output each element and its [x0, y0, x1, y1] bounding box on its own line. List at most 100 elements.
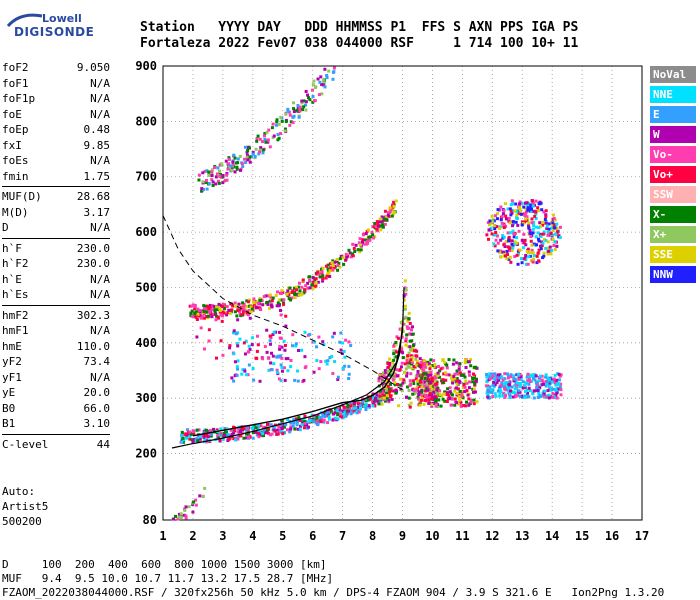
echo-point [539, 247, 543, 251]
echo-point [542, 237, 546, 241]
echo-point [406, 364, 410, 368]
param-key: hmE [2, 339, 22, 353]
echo-point [547, 232, 551, 236]
echo-point [415, 360, 419, 364]
echo-point [216, 434, 220, 438]
echo-point [310, 88, 314, 92]
echo-point [419, 363, 423, 367]
echo-point [237, 302, 241, 306]
echo-point [240, 162, 244, 166]
echo-point [368, 238, 372, 242]
echo-point [201, 316, 205, 320]
echo-point [196, 312, 200, 316]
echo-point [518, 385, 522, 389]
echo-point [317, 367, 321, 371]
echo-point [225, 178, 229, 182]
echo-point [555, 378, 559, 382]
echo-point [308, 332, 312, 336]
param-key: h`F2 [2, 257, 29, 270]
echo-point [248, 316, 252, 320]
echo-point [495, 234, 499, 238]
echo-point [338, 265, 342, 269]
echo-point [532, 209, 536, 213]
echo-point [419, 398, 423, 402]
echo-point [457, 365, 461, 369]
echo-point [221, 174, 225, 178]
echo-point [186, 428, 190, 432]
echo-point [540, 243, 544, 247]
echo-point [326, 263, 330, 267]
echo-point [378, 374, 382, 378]
echo-point [455, 401, 459, 405]
echo-point [250, 426, 254, 430]
echo-point [554, 393, 558, 397]
echo-point [215, 305, 219, 309]
echo-point [392, 344, 396, 348]
echo-point [203, 169, 207, 173]
echo-point [341, 367, 345, 371]
echo-point [507, 247, 511, 251]
echo-point [499, 205, 503, 209]
echo-point [234, 161, 238, 165]
param-row: fxI 9.85 [2, 138, 110, 154]
echo-point [245, 429, 249, 433]
echo-point [557, 378, 561, 382]
echo-point [336, 412, 340, 416]
echo-point [302, 105, 306, 109]
echo-point [265, 130, 269, 134]
echo-point [408, 360, 412, 364]
echo-point [522, 232, 526, 236]
echo-point [463, 385, 467, 389]
echo-point [384, 370, 388, 374]
echo-point [217, 169, 221, 173]
echo-point [269, 423, 273, 427]
echo-point [524, 217, 528, 221]
echo-point [423, 384, 427, 388]
echo-point [246, 149, 250, 153]
echo-point [341, 341, 345, 345]
echo-point [388, 357, 392, 361]
echo-point [553, 240, 557, 244]
echo-point [197, 178, 201, 182]
echo-point [504, 214, 508, 218]
echo-point [188, 437, 192, 441]
autoscaling-info: Auto: Artist5 500200 [2, 484, 48, 529]
echo-point [455, 382, 459, 386]
echo-point [499, 383, 503, 387]
echo-point [304, 100, 308, 104]
echo-point [502, 208, 506, 212]
echo-point [471, 387, 475, 391]
echo-point [455, 386, 459, 390]
echo-point [271, 296, 275, 300]
echo-point [490, 232, 494, 236]
echo-point [326, 271, 330, 275]
param-row: hmF2 302.3 [2, 308, 110, 324]
echo-point [279, 308, 283, 312]
echo-point [245, 155, 249, 159]
echo-point [343, 364, 347, 368]
echo-point [293, 295, 297, 299]
echo-point [531, 376, 535, 380]
echo-point [226, 311, 230, 315]
echo-point [501, 234, 505, 238]
echo-point [496, 241, 500, 245]
echo-point [347, 376, 351, 380]
echo-point [266, 294, 270, 298]
echo-point [518, 382, 522, 386]
echo-point [415, 379, 419, 383]
echo-point [325, 411, 329, 415]
echo-point [404, 292, 408, 296]
echo-point [270, 126, 274, 130]
echo-point [295, 420, 299, 424]
echo-point [339, 254, 343, 258]
echo-point [372, 236, 376, 240]
echo-point [394, 343, 398, 347]
echo-point [544, 239, 548, 243]
echo-point [217, 302, 221, 306]
echo-point [534, 212, 538, 216]
logo-line2: DIGISONDE [14, 25, 95, 39]
x-tick-label: 6 [309, 529, 316, 543]
echo-point [289, 365, 293, 369]
x-tick-label: 4 [249, 529, 256, 543]
echo-point [338, 408, 342, 412]
